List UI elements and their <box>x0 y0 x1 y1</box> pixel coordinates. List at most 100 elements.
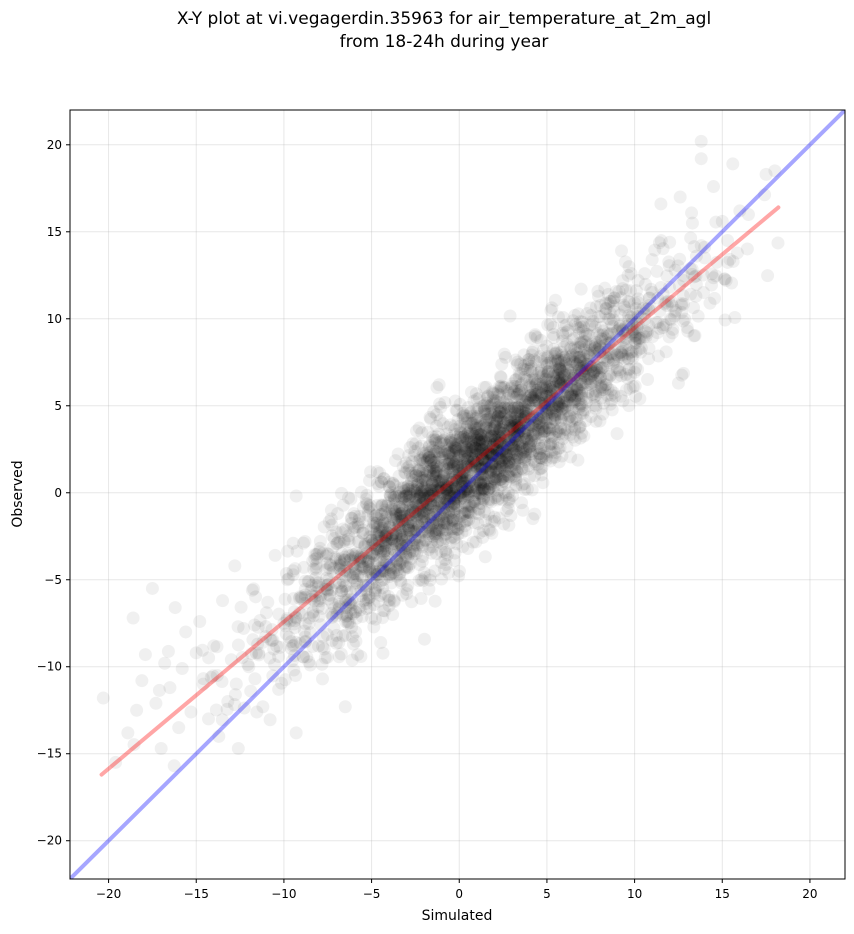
scatter-point <box>599 302 613 316</box>
scatter-point <box>551 397 565 411</box>
scatter-point <box>508 436 522 450</box>
scatter-point <box>445 482 459 496</box>
scatter-point <box>461 427 475 441</box>
scatter-point <box>619 331 633 345</box>
scatter-point <box>464 506 478 520</box>
scatter-point <box>512 451 526 465</box>
scatter-point <box>458 448 472 462</box>
scatter-point <box>293 590 307 604</box>
scatter-point <box>528 455 542 469</box>
scatter-point <box>553 373 567 387</box>
scatter-point <box>453 463 467 477</box>
scatter-point <box>416 495 430 509</box>
scatter-point <box>394 538 408 552</box>
scatter-point <box>437 562 451 576</box>
scatter-point <box>461 426 475 440</box>
scatter-point <box>563 390 577 404</box>
y-tick-label: −10 <box>37 660 62 674</box>
scatter-point <box>508 450 522 464</box>
scatter-point <box>540 358 554 372</box>
scatter-point <box>384 561 398 575</box>
scatter-point <box>447 473 461 487</box>
scatter-point <box>365 546 379 560</box>
scatter-point <box>358 549 372 563</box>
scatter-point <box>497 401 511 415</box>
scatter-point <box>565 398 579 412</box>
scatter-point <box>424 482 438 496</box>
scatter-point <box>585 318 599 332</box>
scatter-point <box>499 445 513 459</box>
scatter-point <box>572 421 586 435</box>
scatter-point <box>656 287 670 301</box>
scatter-point <box>505 420 519 434</box>
scatter-point <box>268 548 282 562</box>
scatter-point <box>401 550 415 564</box>
scatter-point <box>555 401 569 415</box>
scatter-point <box>542 389 556 403</box>
scatter-point <box>430 458 444 472</box>
scatter-point <box>570 383 584 397</box>
scatter-point <box>469 387 483 401</box>
scatter-point <box>583 318 597 332</box>
scatter-point <box>416 474 430 488</box>
scatter-point <box>371 539 385 553</box>
scatter-point <box>536 343 550 357</box>
scatter-point <box>396 514 410 528</box>
scatter-point <box>447 488 461 502</box>
scatter-point <box>423 410 437 424</box>
scatter-point <box>493 435 507 449</box>
scatter-point <box>567 383 581 397</box>
scatter-point <box>483 410 497 424</box>
identity-line <box>70 110 845 879</box>
scatter-point <box>469 506 483 520</box>
scatter-point <box>289 489 303 503</box>
scatter-point <box>434 572 448 586</box>
scatter-point <box>256 700 270 714</box>
scatter-point <box>485 526 499 540</box>
scatter-point <box>519 403 533 417</box>
scatter-point <box>566 411 580 425</box>
y-tick-label: 0 <box>54 486 62 500</box>
scatter-point <box>420 469 434 483</box>
scatter-point <box>179 625 193 639</box>
scatter-point <box>512 439 526 453</box>
scatter-point <box>371 594 385 608</box>
scatter-point <box>404 519 418 533</box>
scatter-point <box>314 618 328 632</box>
scatter-point <box>280 613 294 627</box>
scatter-point <box>389 505 403 519</box>
scatter-point <box>367 547 381 561</box>
x-axis-ticks: −20 −15 −10 −5 0 5 10 15 20 <box>96 879 818 901</box>
scatter-point <box>565 414 579 428</box>
scatter-point <box>549 379 563 393</box>
scatter-point <box>618 300 632 314</box>
scatter-point <box>473 526 487 540</box>
scatter-point <box>552 394 566 408</box>
scatter-point <box>346 607 360 621</box>
scatter-point <box>348 574 362 588</box>
y-tick-label: 15 <box>47 225 62 239</box>
scatter-point <box>653 304 667 318</box>
scatter-point <box>422 446 436 460</box>
scatter-point <box>415 510 429 524</box>
scatter-point <box>574 320 588 334</box>
scatter-point <box>572 326 586 340</box>
scatter-point <box>322 561 336 575</box>
scatter-point <box>422 543 436 557</box>
scatter-point <box>288 610 302 624</box>
scatter-point <box>573 336 587 350</box>
scatter-point <box>432 447 446 461</box>
scatter-point <box>554 414 568 428</box>
scatter-point <box>354 584 368 598</box>
scatter-point <box>404 508 418 522</box>
scatter-point <box>481 495 495 509</box>
scatter-point <box>476 448 490 462</box>
scatter-point <box>534 333 548 347</box>
scatter-point <box>375 507 389 521</box>
scatter-point <box>730 246 744 260</box>
scatter-point <box>411 475 425 489</box>
scatter-point <box>586 388 600 402</box>
scatter-point <box>539 372 553 386</box>
scatter-point <box>229 677 243 691</box>
scatter-point <box>481 389 495 403</box>
